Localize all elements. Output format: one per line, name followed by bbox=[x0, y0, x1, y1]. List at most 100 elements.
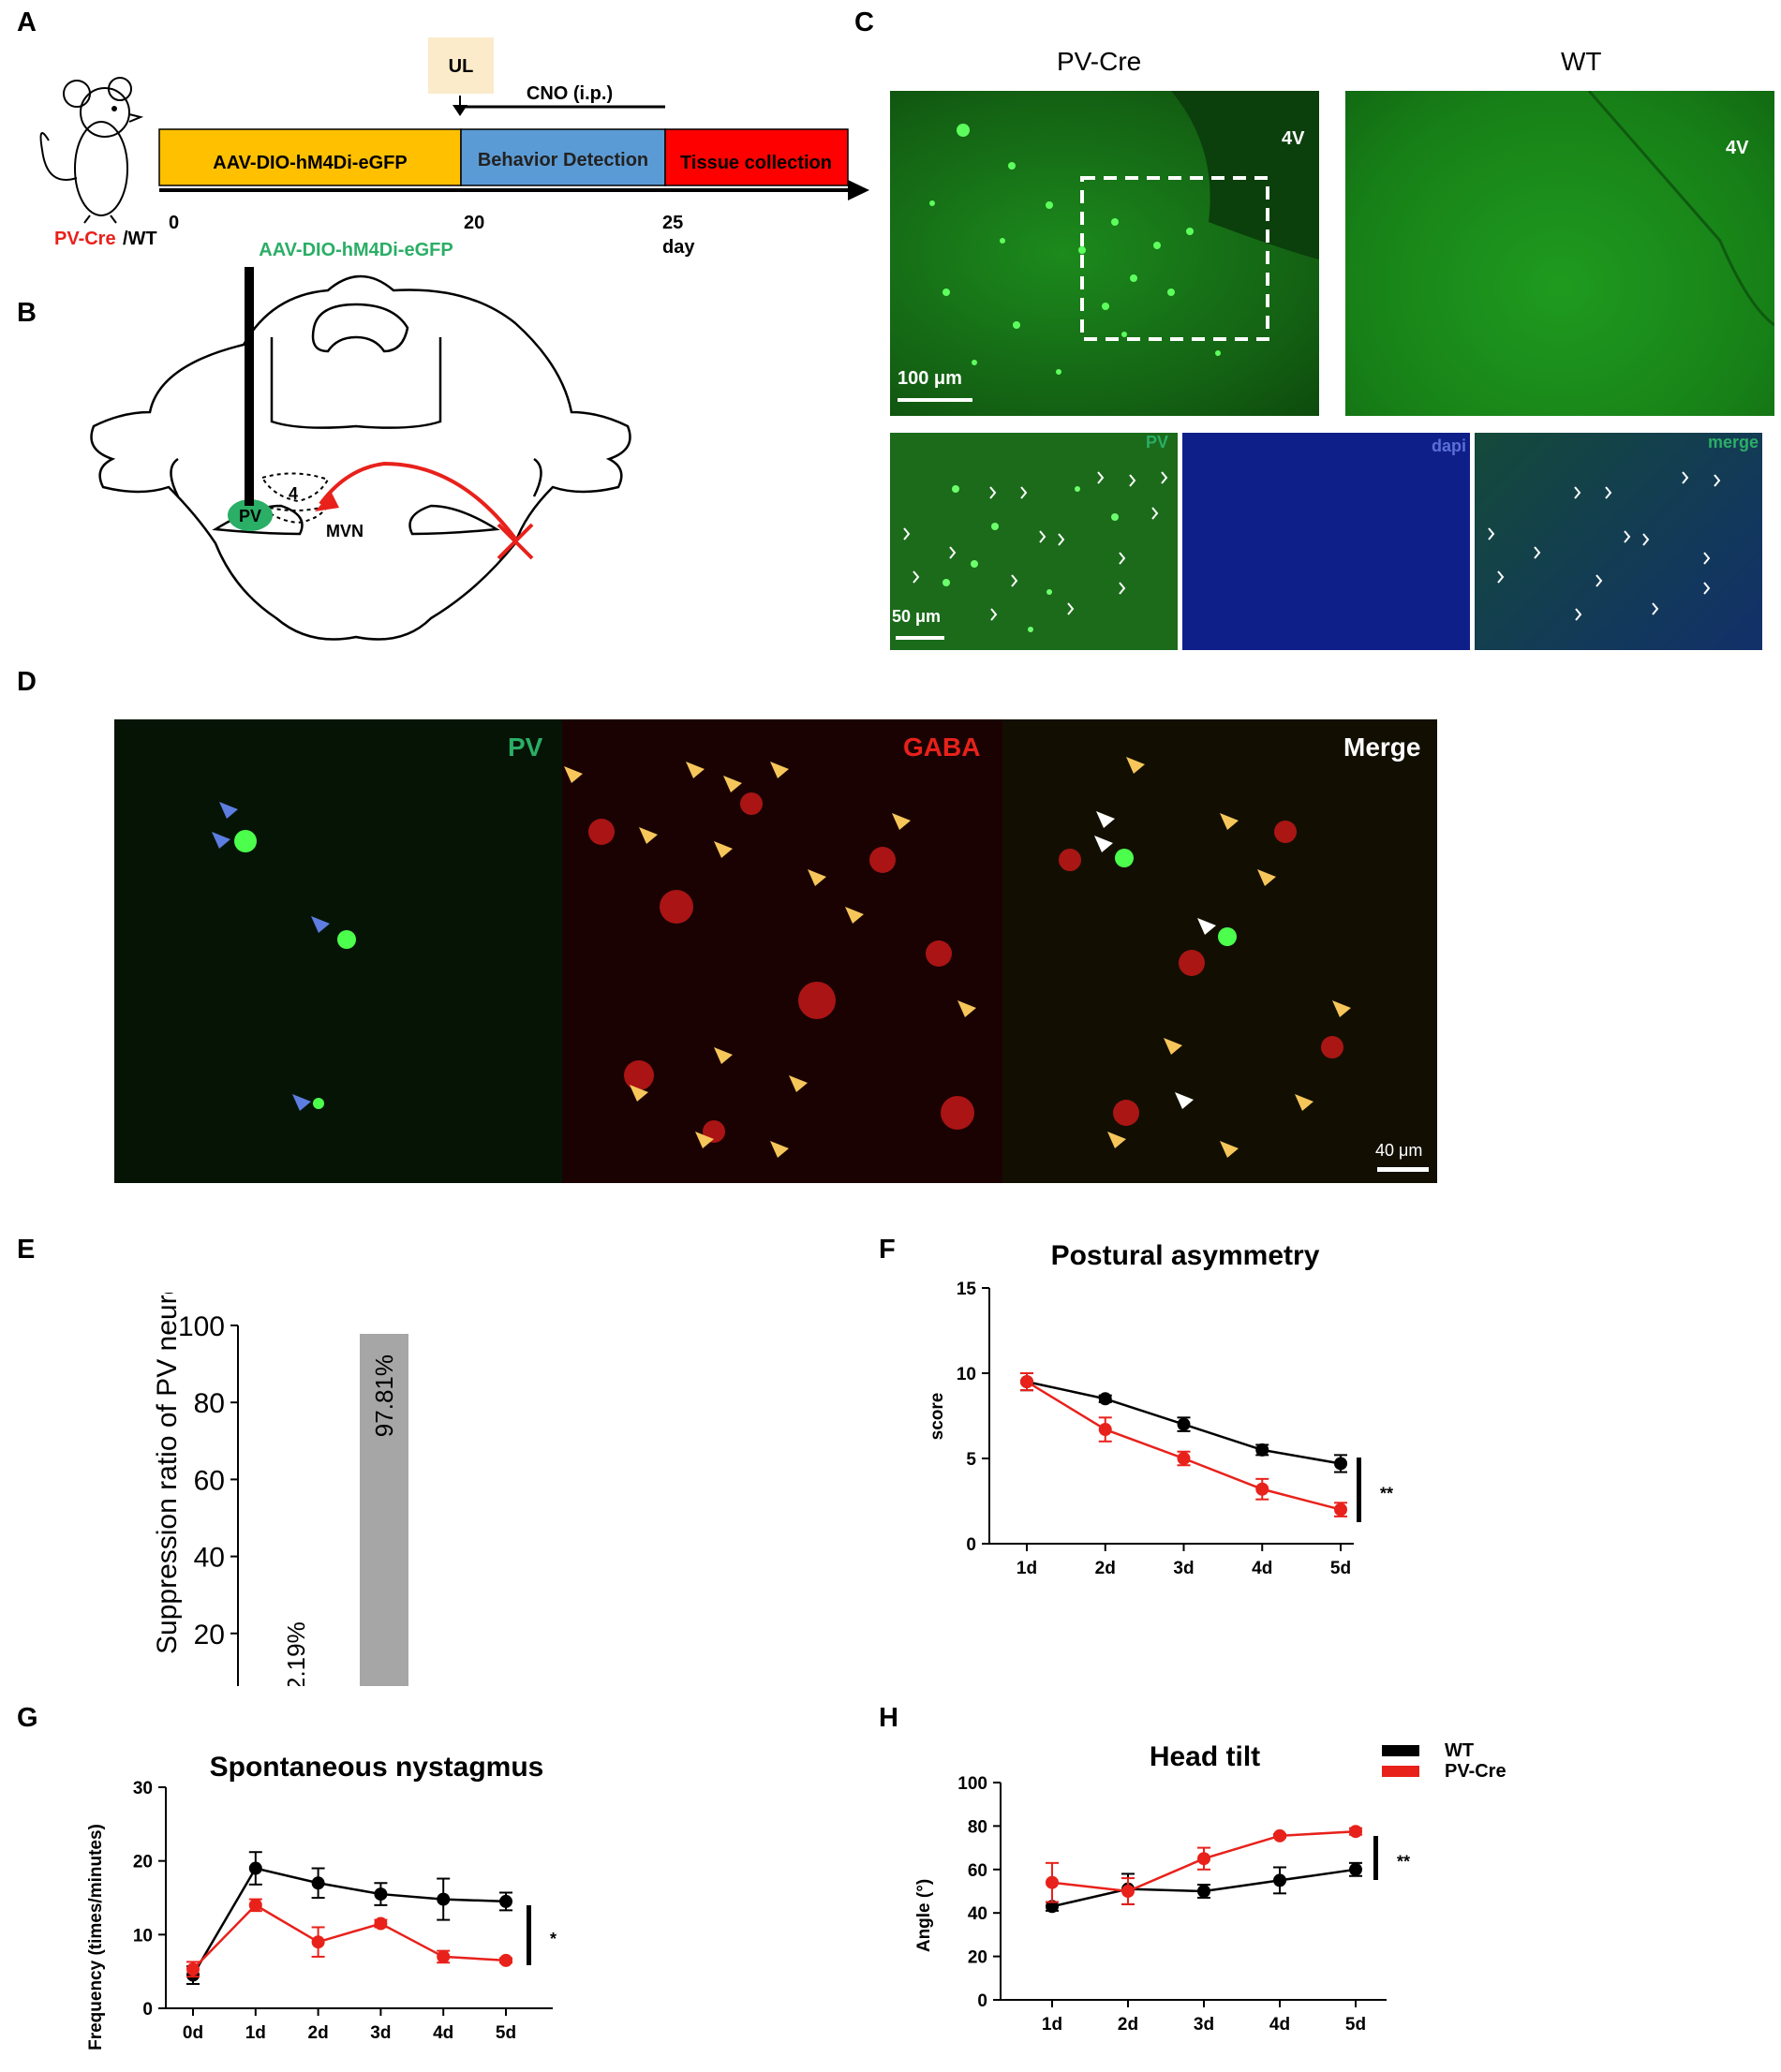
mouse-label-pvcre: PV-Cre bbox=[54, 229, 116, 249]
ventricle-label: 4 bbox=[289, 484, 298, 503]
brain-outline bbox=[90, 274, 631, 641]
xtick-label: 3d bbox=[1194, 2015, 1214, 2035]
data-point bbox=[1197, 1885, 1210, 1898]
g-title: Spontaneous nystagmus bbox=[210, 1752, 544, 1783]
data-point bbox=[1177, 1452, 1191, 1465]
ytick-label: 5 bbox=[966, 1450, 976, 1470]
panel-label-g: G bbox=[17, 1703, 38, 1733]
g-ylabel: Frequency (times/minutes) bbox=[86, 1824, 106, 2050]
data-point bbox=[248, 1861, 262, 1875]
injection-needle bbox=[245, 267, 254, 506]
significance-label: ** bbox=[1397, 1853, 1410, 1872]
xtick-label: 3d bbox=[1173, 1559, 1194, 1578]
data-point bbox=[1121, 1885, 1135, 1898]
timeline-arrow-icon bbox=[848, 180, 869, 200]
ytick-label: 0 bbox=[142, 2000, 153, 2020]
data-point bbox=[1046, 1900, 1059, 1914]
ytick-label: 15 bbox=[957, 1280, 977, 1299]
ul-label: UL bbox=[449, 56, 474, 77]
panel-label-c: C bbox=[854, 7, 874, 37]
e-ylabel: Suppression ratio of PV neurons bbox=[152, 1293, 183, 1654]
legend-swatch bbox=[1382, 1745, 1419, 1756]
segment-label-aav: AAV-DIO-hM4Di-eGFP bbox=[213, 153, 407, 173]
ytick-label: 20 bbox=[968, 1948, 987, 1968]
f-title: Postural asymmetry bbox=[1051, 1240, 1320, 1271]
chart-h: Head tilt Angle (°) 0 20 40 60 80 100 1d 2d 3d 4d… bbox=[914, 1740, 1506, 2035]
significance-label: * bbox=[550, 1930, 557, 1948]
data-point bbox=[374, 1887, 388, 1902]
e-ytick-label: 20 bbox=[194, 1620, 225, 1650]
d-scale-label: 40 μm bbox=[1375, 1141, 1423, 1160]
data-point bbox=[1177, 1417, 1191, 1431]
data-point bbox=[1334, 1502, 1347, 1517]
lesion-path bbox=[319, 461, 517, 540]
panel-label-a: A bbox=[17, 7, 37, 37]
ytick-label: 60 bbox=[968, 1861, 987, 1881]
data-point bbox=[1273, 1873, 1286, 1887]
panel-label-b: B bbox=[17, 298, 37, 328]
series-line bbox=[192, 1903, 507, 1971]
chart-f: Postural asymmetry score 0 5 10 15 1d 2d 3d 4d 5… bbox=[928, 1240, 1393, 1578]
chart-e: Suppression ratio of PV neurons 02040608… bbox=[152, 1293, 408, 1686]
ventricle-label-pvcre: 4V bbox=[1282, 128, 1305, 149]
d-label-pv: PV bbox=[508, 733, 543, 762]
data-point bbox=[1255, 1443, 1269, 1457]
xtick-label: 5d bbox=[496, 2023, 516, 2043]
zoom-region-box bbox=[1080, 176, 1269, 341]
significance-bar bbox=[1357, 1458, 1361, 1522]
xtick-label: 2d bbox=[1118, 2015, 1138, 2035]
segment-aav bbox=[158, 128, 462, 186]
pv-arrow-markers bbox=[212, 802, 330, 1111]
fourth-ventricle-outline bbox=[260, 472, 331, 525]
f-ylabel: score bbox=[928, 1393, 947, 1441]
segment-tissue bbox=[664, 128, 849, 186]
tick-0: 0 bbox=[169, 213, 179, 233]
data-point bbox=[1255, 1482, 1269, 1496]
significance-bar bbox=[1373, 1836, 1378, 1880]
pv-label: PV bbox=[239, 507, 261, 525]
brainstem-schematic: AAV-DIO-hM4Di-eGFP 4 PV MVN bbox=[90, 240, 631, 641]
h-ylabel: Angle (°) bbox=[914, 1879, 934, 1952]
data-point bbox=[311, 1935, 325, 1949]
data-point bbox=[1197, 1852, 1210, 1866]
lesion-arrow-icon bbox=[315, 493, 339, 511]
h-title: Head tilt bbox=[1150, 1741, 1260, 1772]
ytick-label: 0 bbox=[977, 1991, 987, 2011]
micrograph-small-pv: PV 50 μm bbox=[890, 433, 1178, 650]
data-point bbox=[1098, 1423, 1112, 1437]
tick-20: 20 bbox=[464, 213, 484, 233]
ytick-label: 100 bbox=[957, 1774, 987, 1794]
small-label-pv: PV bbox=[1146, 433, 1169, 451]
gaba-arrow-markers bbox=[564, 757, 1351, 1158]
c-title-wt: WT bbox=[1561, 47, 1602, 76]
segment-behavior bbox=[460, 128, 666, 186]
data-point bbox=[499, 1894, 512, 1908]
data-point bbox=[437, 1949, 451, 1963]
xtick-label: 5d bbox=[1345, 2015, 1366, 2035]
e-bar bbox=[360, 1334, 408, 1686]
ytick-label: 10 bbox=[957, 1365, 976, 1384]
small-label-merge: merge bbox=[1707, 433, 1759, 451]
cno-label: CNO (i.p.) bbox=[527, 83, 613, 104]
mouse-label-wt: /WT bbox=[123, 229, 157, 249]
data-point bbox=[1349, 1862, 1362, 1876]
data-point bbox=[437, 1892, 451, 1906]
ul-box bbox=[428, 37, 494, 94]
micrograph-small-merge: merge bbox=[1475, 433, 1762, 650]
small-label-dapi: dapi bbox=[1431, 437, 1466, 455]
xtick-label: 4d bbox=[433, 2023, 453, 2043]
panel-label-h: H bbox=[879, 1703, 898, 1733]
data-point bbox=[499, 1953, 512, 1967]
d-label-merge: Merge bbox=[1343, 733, 1421, 762]
significance-label: ** bbox=[1380, 1485, 1393, 1503]
ytick-label: 80 bbox=[968, 1817, 987, 1837]
data-point bbox=[1273, 1828, 1286, 1843]
injection-label: AAV-DIO-hM4Di-eGFP bbox=[259, 240, 453, 260]
xtick-label: 0d bbox=[183, 2023, 203, 2043]
panel-label-f: F bbox=[879, 1235, 896, 1265]
scale-label-bottom: 50 μm bbox=[892, 607, 942, 626]
ytick-label: 0 bbox=[966, 1535, 976, 1555]
labeled-cells bbox=[929, 124, 1221, 375]
segment-label-tissue: Tissue collection bbox=[680, 153, 832, 173]
mouse-illustration bbox=[39, 77, 144, 224]
